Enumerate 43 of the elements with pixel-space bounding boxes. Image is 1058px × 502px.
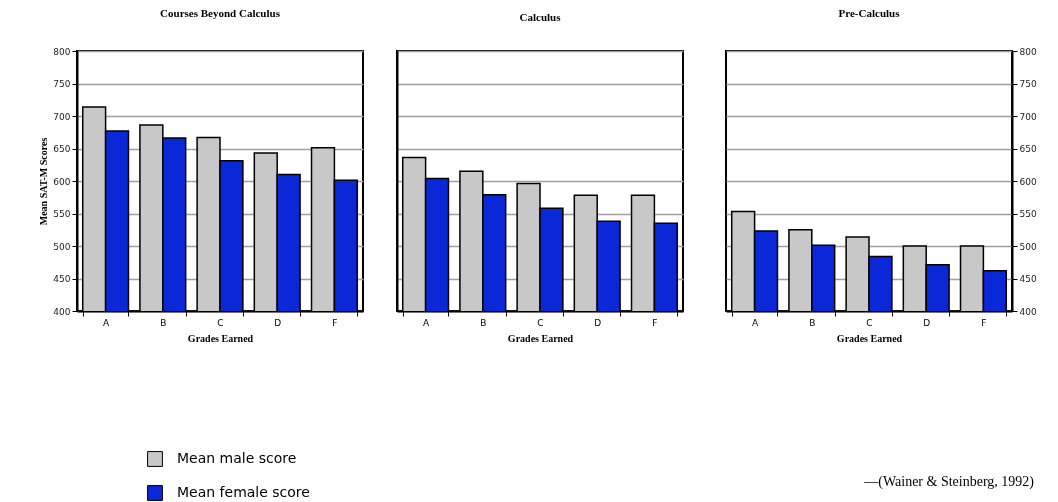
x-tick-label: D: [274, 317, 282, 328]
y-tick-label: 600: [53, 176, 71, 187]
y-tick-label: 700: [53, 111, 71, 122]
x-tick-label: F: [332, 317, 338, 328]
y-tick-label: 650: [53, 144, 71, 154]
y-tick-label: 750: [53, 79, 71, 89]
x-tick-label: D: [923, 317, 931, 328]
y2-tick-label: 400: [1019, 306, 1037, 317]
x-tick-label: C: [537, 317, 544, 328]
x-tick-label: F: [652, 317, 658, 328]
x-tick-label: B: [809, 317, 816, 328]
x-axis-title: Grades Earned: [187, 332, 254, 344]
y-tick-label: 450: [53, 274, 71, 284]
text: —(Wainer & Steinberg, 1992): [864, 474, 1034, 490]
y-axis-title: Mean SAT-M Scores: [38, 137, 50, 226]
y2-tick-label: 500: [1019, 241, 1037, 252]
chart-title: Pre-Calculus: [838, 7, 901, 19]
x-tick-label: D: [594, 317, 602, 328]
x-tick-label: B: [160, 317, 167, 328]
x-tick-label: A: [103, 317, 111, 328]
legend-label: Mean male score: [177, 450, 297, 466]
y2-tick-label: 650: [1019, 144, 1037, 154]
y2-tick-label: 550: [1019, 209, 1037, 219]
y-tick-label: 500: [53, 241, 71, 252]
x-axis-title: Grades Earned: [507, 332, 574, 344]
y2-tick-label: 600: [1019, 176, 1037, 187]
y2-tick-label: 700: [1019, 111, 1037, 122]
y-tick-label: 800: [53, 46, 71, 57]
y2-tick-label: 750: [1019, 79, 1037, 89]
x-tick-label: B: [480, 317, 487, 328]
y-tick-label: 550: [53, 209, 71, 219]
y2-tick-label: 450: [1019, 274, 1037, 284]
x-tick-label: A: [752, 317, 760, 328]
x-axis-title: Grades Earned: [836, 332, 903, 344]
y-tick-label: 400: [53, 306, 71, 317]
x-tick-label: C: [217, 317, 224, 328]
x-tick-label: F: [981, 317, 987, 328]
legend-label: Mean female score: [177, 484, 310, 500]
x-tick-label: C: [866, 317, 873, 328]
chart-title: Courses Beyond Calculus: [160, 7, 281, 19]
x-tick-label: A: [423, 317, 431, 328]
chart-title: Calculus: [519, 11, 562, 23]
y2-tick-label: 800: [1019, 46, 1037, 57]
